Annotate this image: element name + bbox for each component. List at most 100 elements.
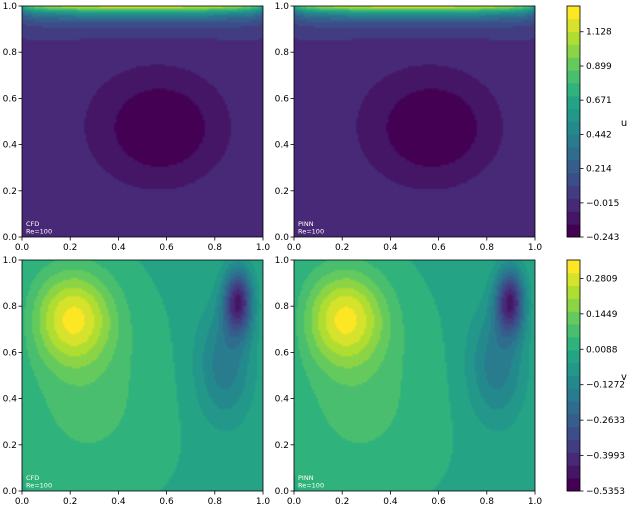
colorbar-frame <box>566 5 581 238</box>
colorbar-tick-label: −0.2633 <box>586 416 625 426</box>
colorbar-tick-label: −0.5353 <box>586 487 625 497</box>
colorbar-tick-label: −0.1272 <box>586 381 625 391</box>
colorbar-segment <box>567 95 580 110</box>
colorbar-segment <box>567 185 580 199</box>
colorbar-segment <box>567 6 580 20</box>
y-tick-label: 0.8 <box>275 48 290 58</box>
colorbar-segment <box>567 426 580 441</box>
colorbar-segment <box>567 18 580 33</box>
y-tick-label: 0.2 <box>3 441 17 451</box>
colorbar-frame <box>566 259 581 492</box>
colorbar-segment <box>567 211 580 225</box>
x-tick-label: 0.8 <box>208 497 223 507</box>
x-tick-label: 0.8 <box>480 497 495 507</box>
colorbar-segment <box>567 121 580 135</box>
x-tick-label: 0.4 <box>111 243 126 253</box>
y-tick-label: 0.6 <box>275 94 290 104</box>
y-tick-label: 0.0 <box>3 487 18 497</box>
plot-frame <box>21 5 264 238</box>
y-tick-label: 1.0 <box>3 2 18 12</box>
colorbar-segment <box>567 465 580 479</box>
y-tick-label: 0.8 <box>275 302 290 312</box>
y-tick-label: 1.0 <box>275 256 290 266</box>
colorbar-label: v <box>621 372 627 383</box>
colorbar-segment <box>567 375 580 389</box>
x-tick-label: 1.0 <box>256 497 271 507</box>
panel-label: PINN <box>298 474 314 482</box>
colorbar-segment <box>567 224 580 238</box>
y-tick-label: 0.4 <box>275 141 290 151</box>
panel-label: CFD <box>26 220 39 228</box>
colorbar-segment <box>567 260 580 274</box>
x-tick-label: 0.2 <box>63 243 77 253</box>
colorbar-segment <box>567 108 580 122</box>
colorbar-segment <box>567 311 580 325</box>
panel-label: CFD <box>26 474 39 482</box>
panel-label: Re=100 <box>298 482 324 490</box>
colorbar-tick-label: 0.442 <box>586 130 612 140</box>
colorbar-tick-label: 0.0088 <box>586 345 618 355</box>
colorbar-tick-label: 1.128 <box>586 28 612 38</box>
x-tick-label: 0.4 <box>111 497 126 507</box>
colorbar-segment <box>567 160 580 174</box>
colorbar-tick-label: −0.015 <box>586 199 619 209</box>
panel-label: Re=100 <box>26 228 52 236</box>
plot-frame <box>293 5 536 238</box>
y-tick-label: 0.0 <box>275 487 290 497</box>
panel-label: Re=100 <box>26 482 52 490</box>
x-tick-label: 1.0 <box>528 243 543 253</box>
colorbar-segment <box>567 478 580 492</box>
x-tick-label: 0.6 <box>159 497 174 507</box>
plot-frame <box>21 259 264 492</box>
y-tick-label: 0.2 <box>275 441 289 451</box>
colorbar-segment <box>567 147 580 161</box>
y-tick-label: 0.8 <box>3 48 18 58</box>
x-tick-label: 1.0 <box>528 497 543 507</box>
contour-panel-3: 0.0 0.2 0.4 0.6 0.8 1.0 0.0 0.2 0.4 0.6 0.8 1.0 CFDR… <box>3 256 271 507</box>
contour-image <box>22 260 263 491</box>
colorbar-segment <box>567 31 580 45</box>
y-tick-label: 1.0 <box>275 2 290 12</box>
x-tick-label: 0.2 <box>63 497 77 507</box>
colorbar-label: u <box>621 118 627 129</box>
y-tick-label: 0.6 <box>275 348 290 358</box>
contour-image <box>22 6 263 237</box>
colorbar-tick-label: 0.899 <box>586 62 612 72</box>
contour-image <box>294 6 535 237</box>
x-tick-label: 0.6 <box>159 243 174 253</box>
contour-image <box>294 260 535 491</box>
colorbar-segment <box>567 401 580 415</box>
x-tick-label: 0.8 <box>208 243 223 253</box>
y-tick-label: 0.4 <box>3 141 18 151</box>
x-tick-label: 0.6 <box>431 243 446 253</box>
y-tick-label: 1.0 <box>3 256 18 266</box>
x-tick-label: 0.0 <box>287 243 302 253</box>
plot-frame <box>293 259 536 492</box>
y-tick-label: 0.4 <box>275 395 290 405</box>
y-tick-label: 0.0 <box>3 233 18 243</box>
colorbar-segment <box>567 44 580 58</box>
x-tick-label: 0.0 <box>287 497 302 507</box>
y-tick-label: 0.2 <box>3 187 17 197</box>
x-tick-label: 0.4 <box>383 497 398 507</box>
x-tick-label: 0.2 <box>335 497 349 507</box>
colorbar-segment <box>567 272 580 287</box>
y-tick-label: 0.2 <box>275 187 289 197</box>
colorbar-u: 1.128 0.899 0.671 0.442 0.214 −0.015 −0.243 u <box>566 5 627 243</box>
colorbar-segment <box>567 414 580 428</box>
colorbar-segment <box>567 57 580 71</box>
colorbar-segment <box>567 337 580 351</box>
contour-panel-4: 0.0 0.2 0.4 0.6 0.8 1.0 0.0 0.2 0.4 0.6 0.8 1.0 PINN… <box>275 256 543 507</box>
colorbar-segment <box>567 439 580 453</box>
contour-panel-2: 0.0 0.2 0.4 0.6 0.8 1.0 0.0 0.2 0.4 0.6 0.8 1.0 PINN… <box>275 2 543 253</box>
x-tick-label: 0.2 <box>335 243 349 253</box>
colorbar-tick-label: −0.243 <box>586 233 619 243</box>
colorbar-tick-label: 0.2809 <box>586 274 618 284</box>
panel-label: PINN <box>298 220 314 228</box>
colorbar-tick-label: 0.214 <box>586 165 612 175</box>
colorbar-v: 0.2809 0.1449 0.0088 −0.1272 −0.2633 −0.3993 −… <box>566 259 627 497</box>
colorbar-segment <box>567 298 580 312</box>
contour-panel-1: 0.0 0.2 0.4 0.6 0.8 1.0 0.0 0.2 0.4 0.6 0.8 1.0 CFDR… <box>3 2 271 253</box>
colorbar-segment <box>567 70 580 84</box>
panel-label: Re=100 <box>298 228 324 236</box>
